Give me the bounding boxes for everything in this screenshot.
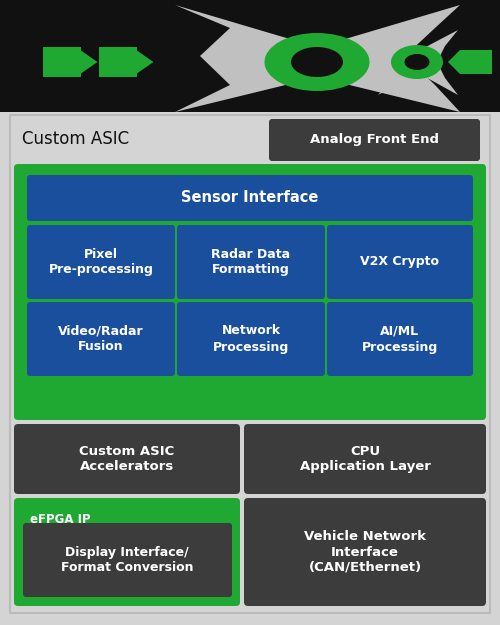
FancyBboxPatch shape: [27, 225, 175, 299]
Text: Display Interface/
Format Conversion: Display Interface/ Format Conversion: [61, 546, 193, 574]
Text: eFPGA IP: eFPGA IP: [30, 513, 90, 526]
FancyBboxPatch shape: [10, 115, 490, 613]
Polygon shape: [420, 30, 458, 95]
FancyBboxPatch shape: [27, 175, 473, 221]
FancyBboxPatch shape: [177, 302, 325, 376]
FancyBboxPatch shape: [43, 47, 81, 77]
Text: CPU
Application Layer: CPU Application Layer: [300, 445, 430, 473]
FancyBboxPatch shape: [269, 119, 480, 161]
Text: Analog Front End: Analog Front End: [310, 134, 438, 146]
FancyBboxPatch shape: [177, 225, 325, 299]
Text: Sensor Interface: Sensor Interface: [182, 191, 318, 206]
FancyBboxPatch shape: [244, 424, 486, 494]
FancyBboxPatch shape: [327, 302, 473, 376]
Polygon shape: [137, 51, 154, 73]
Polygon shape: [325, 5, 460, 112]
Text: Pixel
Pre-processing: Pixel Pre-processing: [48, 248, 154, 276]
Text: Vehicle Network
Interface
(CAN/Ethernet): Vehicle Network Interface (CAN/Ethernet): [304, 531, 426, 574]
FancyBboxPatch shape: [14, 498, 240, 606]
FancyBboxPatch shape: [27, 302, 175, 376]
FancyBboxPatch shape: [14, 424, 240, 494]
Polygon shape: [448, 50, 460, 74]
FancyBboxPatch shape: [99, 47, 137, 77]
Polygon shape: [378, 30, 415, 95]
Ellipse shape: [264, 33, 370, 91]
Bar: [460, 50, 492, 74]
Text: Network
Processing: Network Processing: [213, 324, 289, 354]
Bar: [0, 0, 500, 112]
Text: Radar Data
Formatting: Radar Data Formatting: [212, 248, 290, 276]
Text: Video/Radar
Fusion: Video/Radar Fusion: [58, 324, 144, 354]
Ellipse shape: [404, 54, 429, 70]
FancyBboxPatch shape: [244, 498, 486, 606]
Text: V2X Crypto: V2X Crypto: [360, 256, 440, 269]
Text: AI/ML
Processing: AI/ML Processing: [362, 324, 438, 354]
Bar: [0, 112, 500, 625]
Ellipse shape: [291, 47, 343, 77]
Text: Custom ASIC: Custom ASIC: [22, 130, 129, 148]
Ellipse shape: [391, 45, 443, 79]
FancyBboxPatch shape: [23, 523, 232, 597]
FancyBboxPatch shape: [327, 225, 473, 299]
Text: Custom ASIC
Accelerators: Custom ASIC Accelerators: [80, 445, 174, 473]
Polygon shape: [81, 51, 98, 73]
FancyBboxPatch shape: [14, 164, 486, 420]
Polygon shape: [175, 5, 310, 112]
